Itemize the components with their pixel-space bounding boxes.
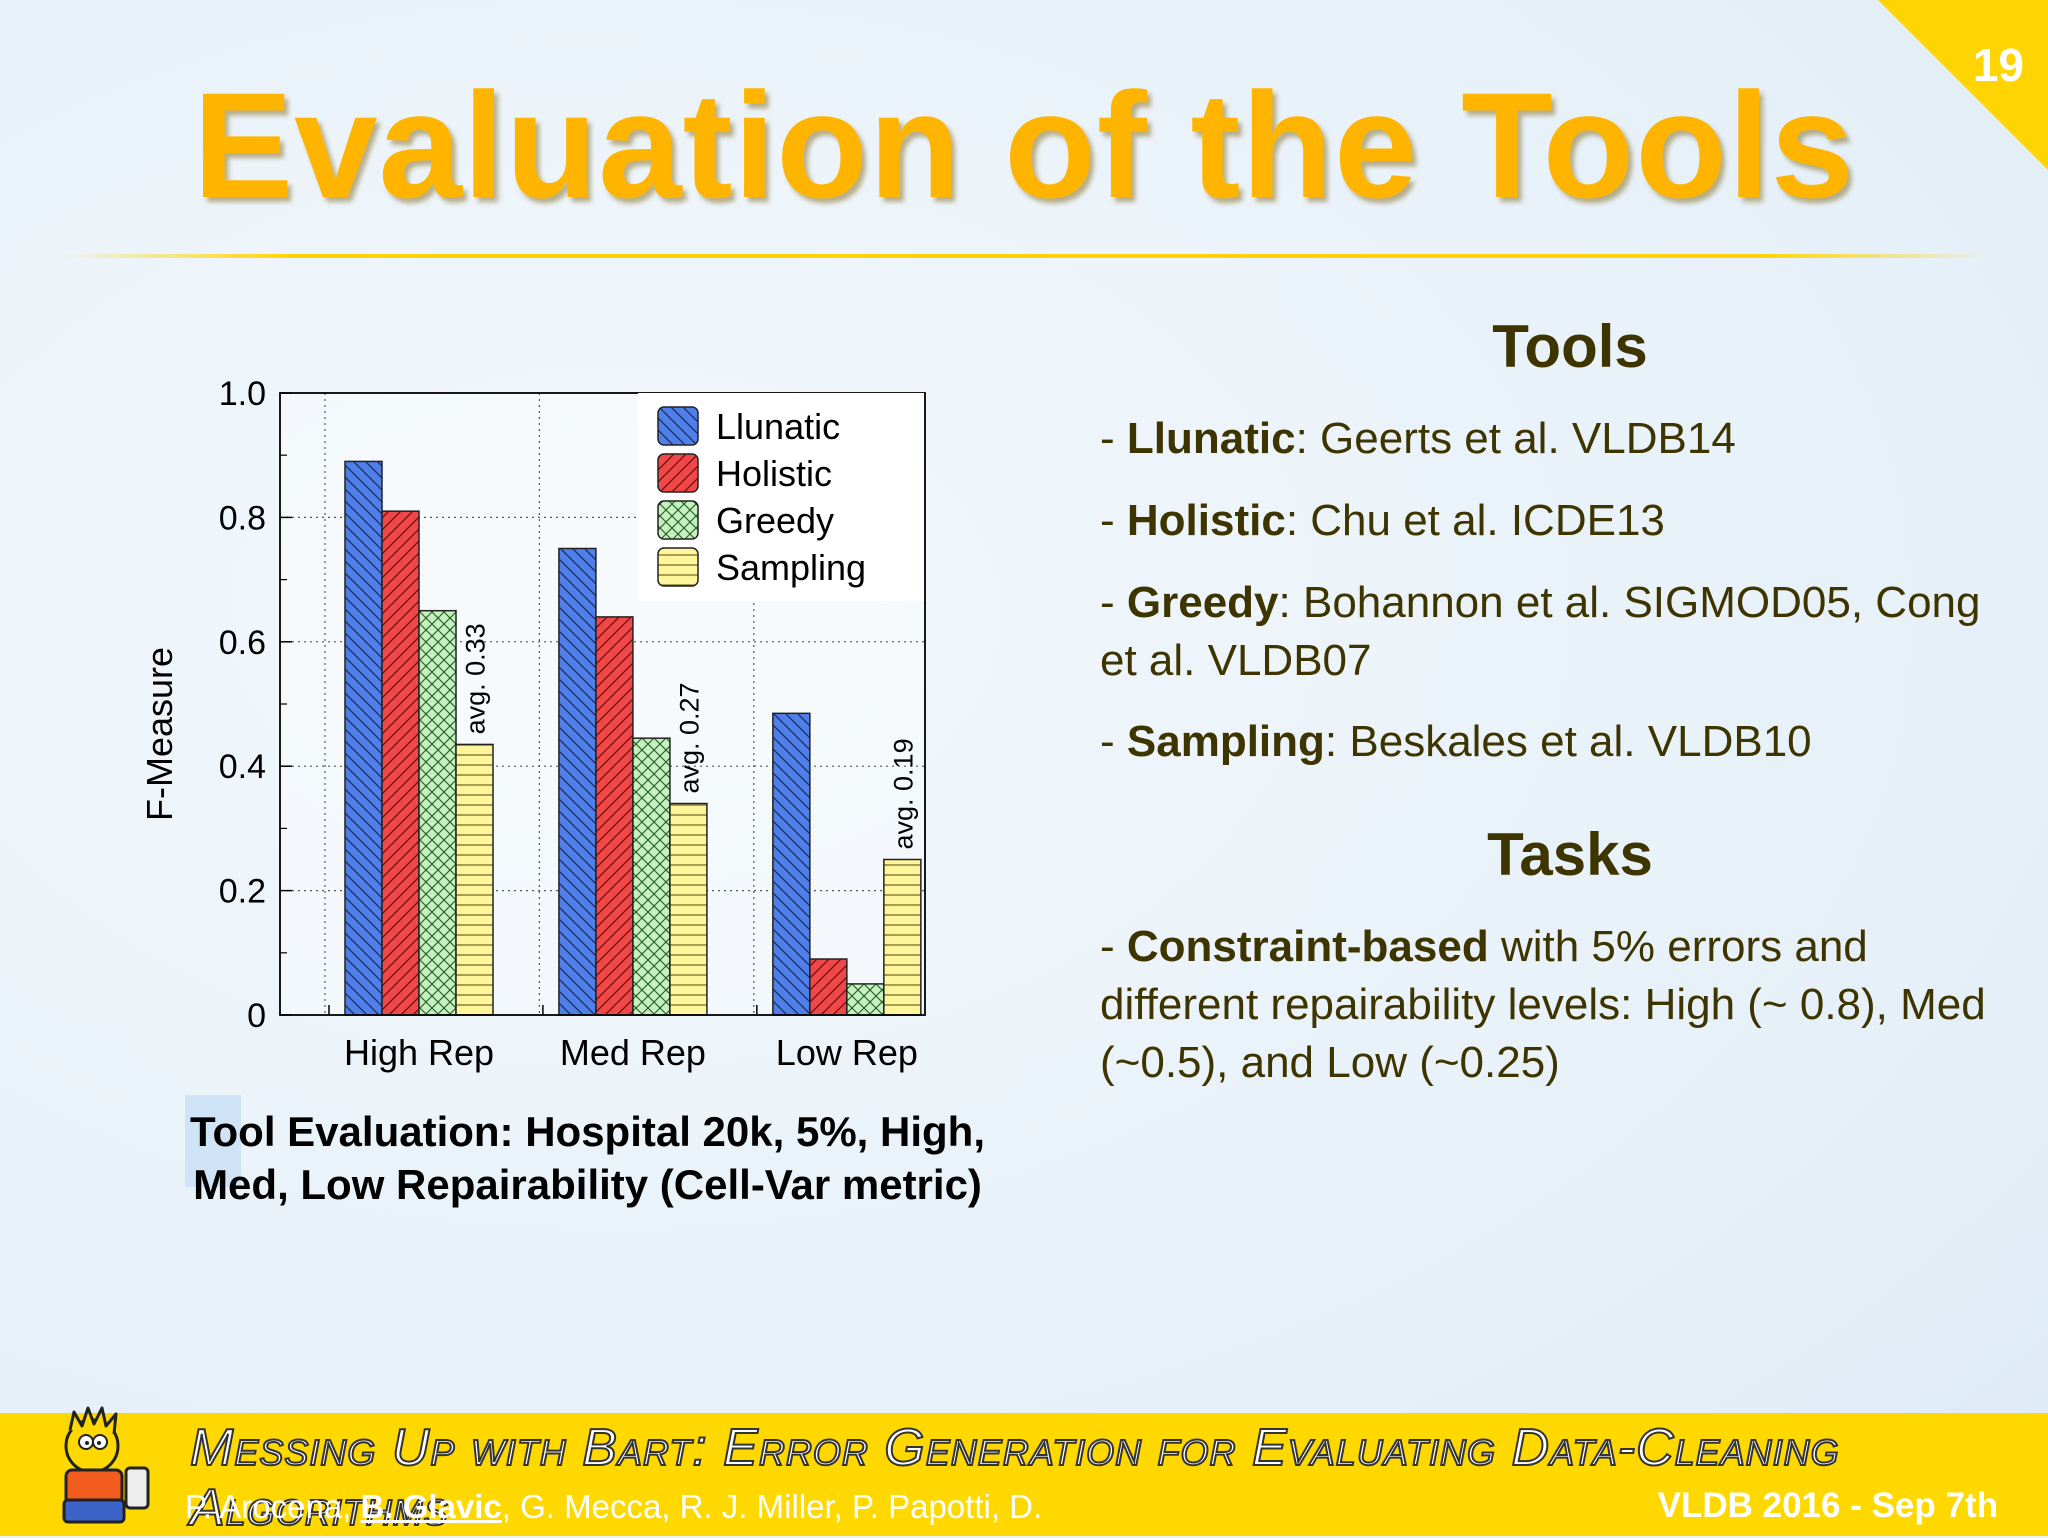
y-tick-label: 0.2 xyxy=(219,873,266,911)
bar-annotation: avg. 0.27 xyxy=(674,682,704,793)
legend-label-greedy: Greedy xyxy=(716,500,834,541)
tool-item-llunatic: - Llunatic: Geerts et al. VLDB14 xyxy=(1100,414,1736,463)
y-tick-label: 0 xyxy=(247,997,266,1035)
footer-conference: VLDB 2016 - Sep 7th xyxy=(1657,1486,1998,1525)
x-category-label: High Rep xyxy=(344,1032,494,1073)
page-corner xyxy=(1878,0,2048,170)
footer-authors: P. Arocena, B. Glavic, G. Mecca, R. J. M… xyxy=(185,1488,1042,1526)
bar-holistic xyxy=(809,958,848,1016)
tool-reference: : Beskales et al. VLDB10 xyxy=(1324,717,1812,766)
page-number: 19 xyxy=(1972,39,2024,91)
tool-item-greedy: - Greedy: Bohannon et al. SIGMOD05, Cong… xyxy=(1100,578,1981,685)
y-axis-label: F-Measure xyxy=(139,647,180,821)
bart-mascot-icon xyxy=(62,1406,150,1524)
bar-llunatic xyxy=(344,460,383,1016)
y-tick-label: 0.4 xyxy=(219,748,266,786)
legend-label-sampling: Sampling xyxy=(716,547,866,588)
x-category-label: Low Rep xyxy=(776,1032,918,1073)
bar-annotation: avg. 0.33 xyxy=(461,623,491,734)
tool-name: Greedy xyxy=(1126,578,1279,627)
y-tick-label: 0.6 xyxy=(219,624,266,662)
legend-swatch-sampling xyxy=(657,547,699,587)
title-divider xyxy=(60,254,1990,258)
legend-swatch-holistic xyxy=(657,453,699,493)
legend-label-llunatic: Llunatic xyxy=(716,406,840,447)
chart-caption: Tool Evaluation: Hospital 20k, 5%, High,… xyxy=(189,1108,985,1208)
tool-reference: : Bohannon et al. SIGMOD05, Cong et al. … xyxy=(1100,578,1981,685)
tool-name: Holistic xyxy=(1126,496,1286,545)
legend-swatch-llunatic xyxy=(657,406,699,446)
tool-reference: : Chu et al. ICDE13 xyxy=(1285,496,1665,545)
author-list-start: P. Arocena, xyxy=(185,1488,361,1525)
y-tick-label: 1.0 xyxy=(219,375,266,413)
bar-holistic xyxy=(381,510,420,1016)
chart-annotations: avg. 0.33 avg. 0.27 avg. 0.19 xyxy=(461,623,919,849)
legend-label-holistic: Holistic xyxy=(716,453,832,494)
x-category-label: Med Rep xyxy=(560,1032,706,1073)
bar-greedy xyxy=(846,983,885,1016)
legend-swatch-greedy xyxy=(657,500,699,540)
bar-sampling xyxy=(883,858,922,1016)
bar-greedy xyxy=(632,737,671,1016)
tools-heading: Tools xyxy=(1492,313,1648,380)
y-tick-label: 0.8 xyxy=(219,499,266,537)
task-name: Constraint-based xyxy=(1126,922,1489,971)
bar-llunatic xyxy=(558,547,597,1016)
presenting-author: B. Glavic xyxy=(360,1488,502,1525)
f-measure-bar-chart: avg. 0.33 avg. 0.27 avg. 0.19 0 0.2 0.4 0.6 0.… xyxy=(139,375,926,1073)
footer-talk-title: Messing Up with Bart: Error Generation f… xyxy=(189,1418,1840,1538)
tool-item-holistic: - Holistic: Chu et al. ICDE13 xyxy=(1100,496,1665,545)
bar-annotation: avg. 0.19 xyxy=(888,738,918,849)
task-description: with 5% errors and different repairabili… xyxy=(1100,922,1986,1087)
author-list-rest: , G. Mecca, R. J. Miller, P. Papotti, D. xyxy=(501,1488,1043,1525)
axis-frame xyxy=(279,392,926,1016)
caption-marker xyxy=(185,1095,241,1187)
tool-reference: : Geerts et al. VLDB14 xyxy=(1295,414,1736,463)
footer-bar xyxy=(0,1413,2048,1536)
tasks-heading: Tasks xyxy=(1487,821,1653,888)
bar-llunatic xyxy=(772,712,811,1016)
slide-title: Evaluation of the Tools xyxy=(193,61,1855,229)
tool-name: Sampling xyxy=(1126,717,1325,766)
chart-legend: Llunatic Holistic Greedy Sampling xyxy=(638,393,924,601)
bar-greedy xyxy=(418,609,457,1016)
chart-bars xyxy=(344,460,922,1016)
tool-name: Llunatic xyxy=(1126,414,1296,463)
task-item: - Constraint-based with 5% errors and di… xyxy=(1100,922,1986,1087)
tool-item-sampling: - Sampling: Beskales et al. VLDB10 xyxy=(1100,717,1812,766)
bar-holistic xyxy=(595,616,634,1016)
bar-sampling xyxy=(455,743,494,1016)
bar-sampling xyxy=(669,802,708,1016)
chart-axes: 0 0.2 0.4 0.6 0.8 1.0 High Rep Med Rep Low Rep F-… xyxy=(139,375,926,1073)
